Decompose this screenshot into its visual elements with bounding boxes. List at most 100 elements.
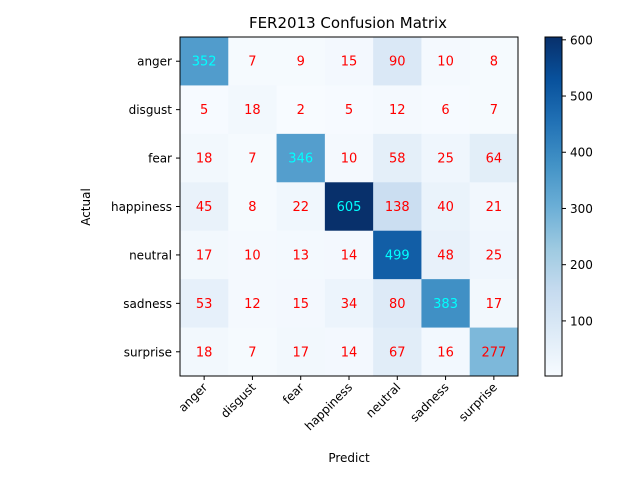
cell-neutral-neutral [373,230,422,280]
cell-disgust-fear [276,85,326,135]
y-tick-label-fear: fear [148,152,172,166]
cell-label-neutral-anger: 17 [196,248,213,263]
cell-disgust-anger [180,85,229,135]
cell-label-disgust-surprise: 7 [490,103,498,118]
colorbar-tick-label-200: 200 [570,258,593,272]
cell-sadness-anger [180,279,229,329]
cell-label-disgust-fear: 2 [297,103,305,118]
cell-disgust-disgust [228,85,278,135]
cell-label-happiness-neutral: 138 [385,200,410,215]
cell-neutral-disgust [228,230,278,280]
cell-fear-neutral [373,133,422,183]
cell-happiness-sadness [421,182,471,232]
cell-fear-sadness [421,133,471,183]
cell-neutral-happiness [324,230,374,280]
colorbar-tick-label-100: 100 [570,314,593,328]
cell-surprise-disgust [228,327,278,377]
cell-label-fear-happiness: 10 [341,152,358,167]
y-tick-label-sadness: sadness [123,297,172,311]
cell-disgust-neutral [373,85,422,135]
colorbar-ticks: 100 200 300 400 500 600 [562,33,593,328]
cell-label-neutral-sadness: 48 [437,248,454,263]
cell-happiness-neutral [373,182,422,232]
cell-disgust-surprise [469,85,519,135]
cell-label-disgust-neutral: 12 [389,103,406,118]
cell-anger-surprise [469,37,519,86]
cell-label-neutral-neutral: 499 [385,248,410,263]
cell-sadness-happiness [324,279,374,329]
cell-anger-neutral [373,37,422,86]
cell-label-neutral-happiness: 14 [341,248,358,263]
cell-label-sadness-surprise: 17 [486,297,503,312]
cell-label-surprise-disgust: 7 [248,345,256,360]
y-tick-label-disgust: disgust [129,103,173,117]
y-tick-label-happiness: happiness [111,200,172,214]
cell-label-disgust-happiness: 5 [345,103,353,118]
cell-label-happiness-sadness: 40 [437,200,454,215]
cell-label-neutral-surprise: 25 [486,248,503,263]
x-axis-label: Predict [328,451,370,465]
cell-label-neutral-fear: 13 [292,248,309,263]
cell-label-anger-anger: 352 [192,55,217,70]
cell-neutral-sadness [421,230,471,280]
cell-surprise-sadness [421,327,471,377]
cell-anger-anger [180,37,229,86]
cell-sadness-fear [276,279,326,329]
cell-label-surprise-anger: 18 [196,345,213,360]
heatmap-cells [180,37,519,377]
cell-label-happiness-surprise: 21 [486,200,503,215]
cell-label-surprise-neutral: 67 [389,345,406,360]
cell-label-fear-sadness: 25 [437,152,454,167]
cell-label-surprise-sadness: 16 [437,345,454,360]
cell-label-sadness-anger: 53 [196,297,213,312]
cell-neutral-surprise [469,230,519,280]
cell-label-fear-anger: 18 [196,152,213,167]
cell-anger-happiness [324,37,374,86]
cell-label-fear-neutral: 58 [389,152,406,167]
colorbar-tick-label-600: 600 [570,33,593,47]
cell-label-anger-fear: 9 [297,55,305,70]
y-axis-ticks: anger disgust fear happiness neutral sadness s… [111,55,180,359]
cell-happiness-anger [180,182,229,232]
chart-title: FER2013 Confusion Matrix [249,14,447,32]
cell-neutral-anger [180,230,229,280]
cell-label-happiness-disgust: 8 [248,200,256,215]
colorbar-tick-label-400: 400 [570,146,593,160]
cell-label-fear-surprise: 64 [486,152,503,167]
cell-anger-sadness [421,37,471,86]
cell-sadness-surprise [469,279,519,329]
cell-label-surprise-surprise: 277 [481,345,506,360]
colorbar-tick-label-500: 500 [570,90,593,104]
cell-surprise-anger [180,327,229,377]
cell-label-anger-disgust: 7 [248,55,256,70]
cell-fear-fear [276,133,326,183]
cell-label-sadness-disgust: 12 [244,297,261,312]
cell-label-disgust-anger: 5 [200,103,208,118]
cell-disgust-sadness [421,85,471,135]
cell-label-anger-surprise: 8 [490,55,498,70]
cell-surprise-neutral [373,327,422,377]
cell-label-anger-happiness: 15 [341,55,358,70]
cell-sadness-sadness [421,279,471,329]
cell-surprise-fear [276,327,326,377]
cell-label-happiness-anger: 45 [196,200,213,215]
cell-fear-happiness [324,133,374,183]
cell-anger-fear [276,37,326,86]
cell-fear-anger [180,133,229,183]
cell-label-anger-neutral: 90 [389,55,406,70]
cell-label-fear-disgust: 7 [248,152,256,167]
colorbar-tick-label-300: 300 [570,202,593,216]
cell-label-happiness-happiness: 605 [337,200,362,215]
cell-fear-disgust [228,133,278,183]
y-tick-label-neutral: neutral [129,248,172,262]
cell-disgust-happiness [324,85,374,135]
cell-label-sadness-fear: 15 [292,297,309,312]
cell-fear-surprise [469,133,519,183]
cell-label-happiness-fear: 22 [292,200,309,215]
colorbar [544,36,563,377]
cell-label-disgust-disgust: 18 [244,103,261,118]
cell-surprise-happiness [324,327,374,377]
cell-label-surprise-happiness: 14 [341,345,358,360]
